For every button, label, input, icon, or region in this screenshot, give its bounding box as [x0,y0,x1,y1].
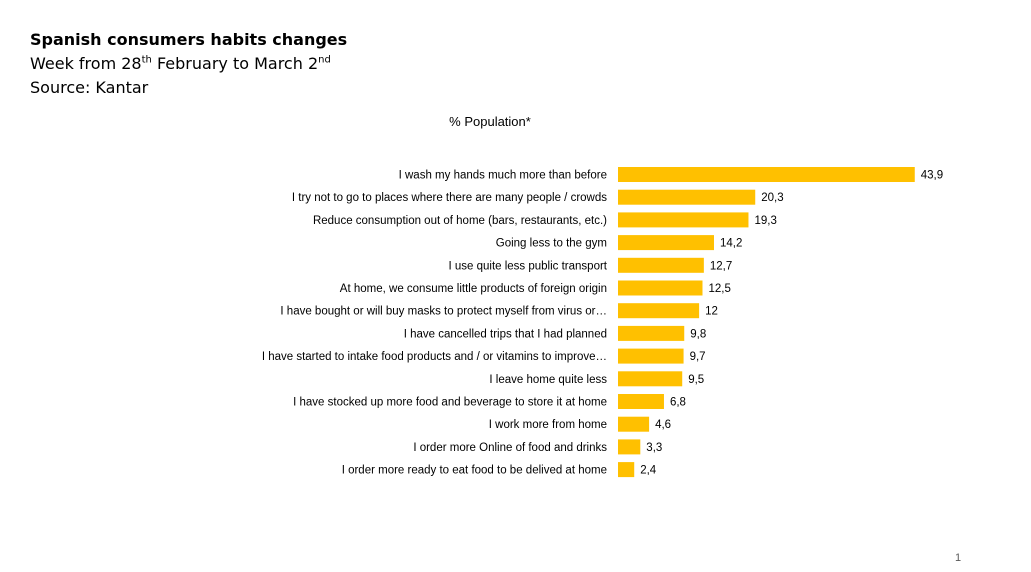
bar [618,257,704,273]
week-middle: February to March 2 [151,54,319,73]
bar [618,167,915,182]
bar [618,439,641,455]
bar [618,235,714,251]
category-label: I wash my hands much more than before [399,170,607,182]
page-number: 1 [955,552,962,564]
value-label: 4,6 [655,419,671,431]
value-label: 43,9 [921,170,943,182]
category-label: I order more ready to eat food to be del… [342,465,607,477]
category-label: I order more Online of food and drinks [413,442,607,454]
week-prefix: Week from 28 [30,54,142,73]
value-label: 19,3 [754,215,776,227]
bar [618,371,683,387]
week-line: Week from 28th February to March 2nd [30,52,347,76]
bar [618,212,749,228]
value-label: 2,4 [640,465,657,477]
category-label: Reduce consumption out of home (bars, re… [313,215,607,227]
category-label: I use quite less public transport [448,260,607,272]
value-label: 9,5 [688,374,704,386]
bar [618,394,664,409]
value-label: 14,2 [720,238,742,250]
value-label: 12,7 [710,260,732,272]
bar [618,416,650,432]
category-label: I have stocked up more food and beverage… [293,397,607,409]
value-label: 12 [705,306,718,318]
bar [618,325,685,341]
value-label: 9,7 [690,351,706,363]
slide-title: Spanish consumers habits changes [30,30,348,49]
category-label: I have started to intake food products a… [262,351,607,363]
value-label: 3,3 [646,442,662,454]
category-label: I try not to go to places where there ar… [292,192,607,204]
chart-title: % Population* [449,114,531,129]
slide-header: Spanish consumers habits changes Week fr… [30,28,347,100]
category-label: I leave home quite less [489,374,607,386]
category-label: I have bought or will buy masks to prote… [280,306,607,318]
category-label: Going less to the gym [496,238,607,250]
week-sup-end: nd [318,54,331,66]
category-label: At home, we consume little products of f… [340,283,607,295]
bar [618,280,703,296]
value-label: 9,8 [690,328,706,340]
category-label: I work more from home [489,419,607,431]
value-label: 12,5 [709,283,731,295]
bar [618,348,684,364]
bar [618,462,635,478]
value-label: 6,8 [670,397,686,409]
value-label: 20,3 [761,192,783,204]
category-label: I have cancelled trips that I had planne… [404,328,607,340]
week-sup-start: th [141,54,152,66]
source-line: Source: Kantar [30,78,149,97]
bar [618,303,700,319]
bar [618,189,756,205]
